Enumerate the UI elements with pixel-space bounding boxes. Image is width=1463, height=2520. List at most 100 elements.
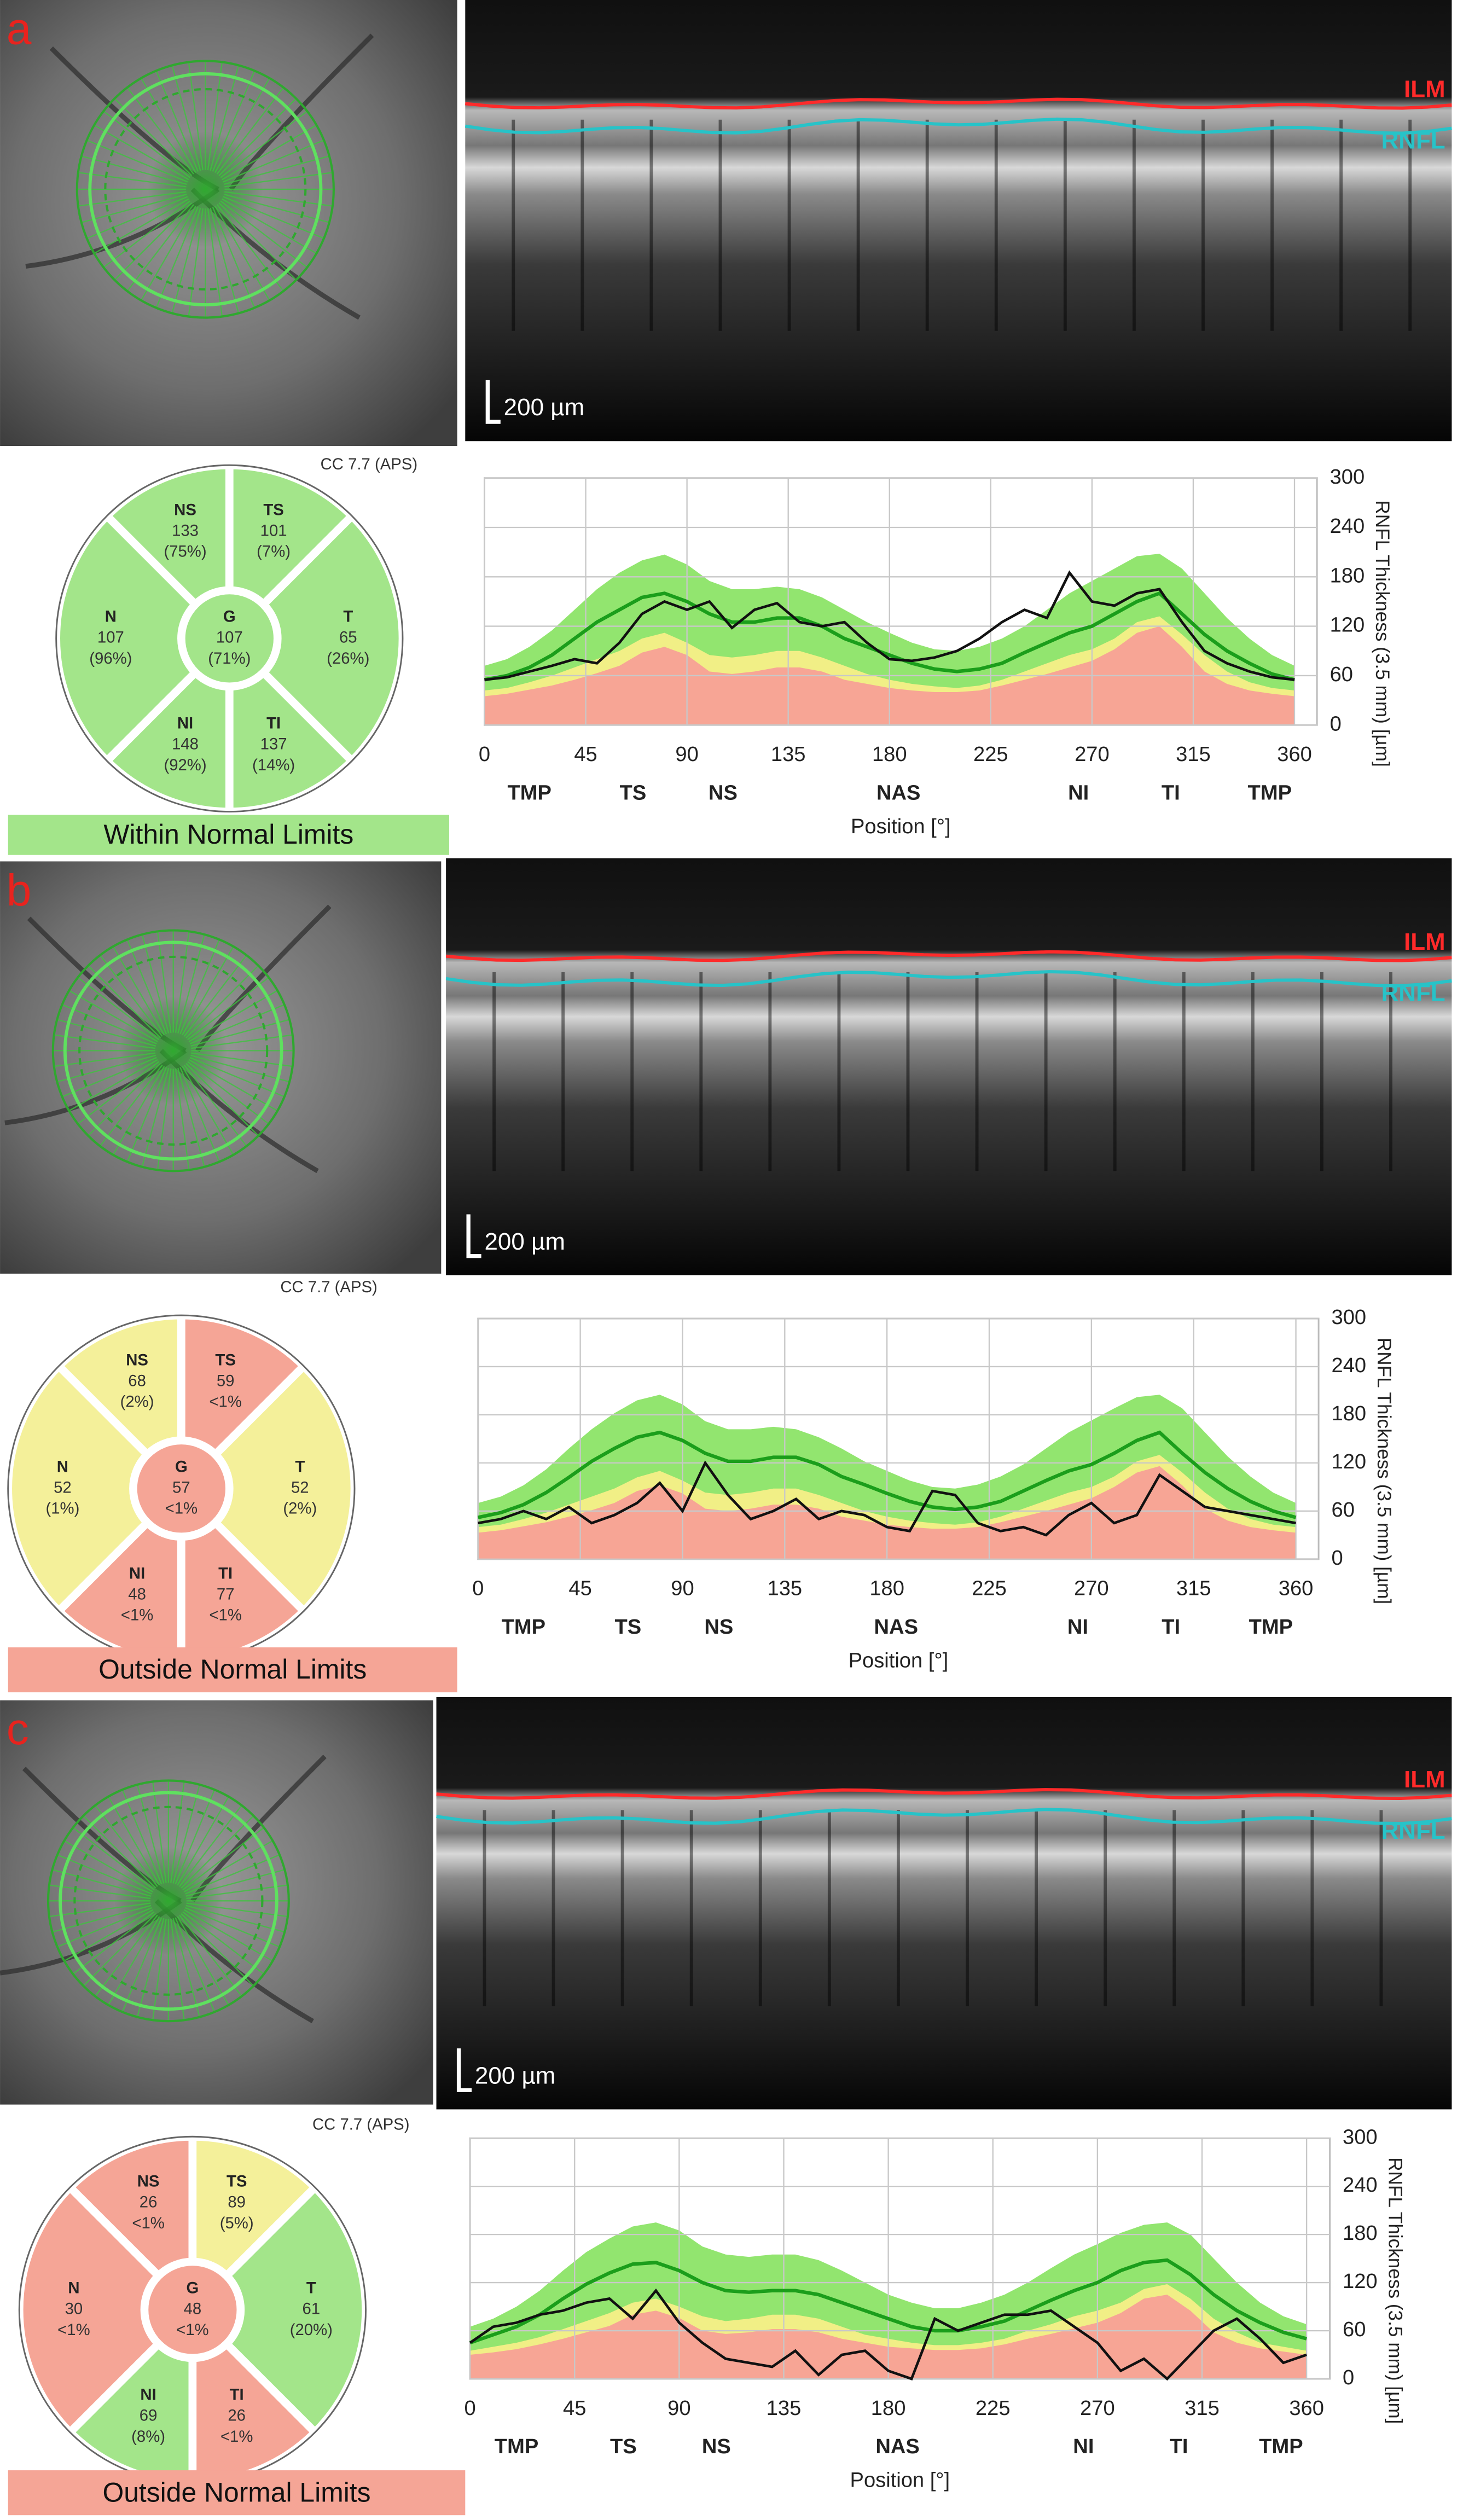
normative-mean-line: [484, 591, 1295, 682]
scan-spoke: [223, 140, 324, 183]
y-tick-label: 180: [1330, 564, 1365, 587]
quality-label: CC 7.7 (APS): [312, 2116, 409, 2134]
scan-spoke: [183, 1064, 247, 1147]
x-tick-label: 135: [767, 2397, 802, 2420]
y-tick-label: 60: [1343, 2318, 1366, 2341]
scan-spoke: [188, 208, 204, 317]
scan-ring: [73, 1805, 264, 1996]
x-tick-label: 135: [768, 1577, 803, 1600]
sector-value: 57: [172, 1479, 190, 1497]
sector-percentile: <1%: [209, 1393, 241, 1411]
sector-position-label: TMP: [495, 2435, 538, 2458]
scan-spoke: [183, 1840, 273, 1892]
scan-ring: [63, 940, 283, 1161]
sector-position-label: TS: [614, 1616, 641, 1639]
scan-spoke: [188, 1059, 278, 1112]
sector-percentile: <1%: [57, 2321, 90, 2339]
rnfl-boundary: [465, 117, 1452, 135]
scan-spoke: [54, 1052, 156, 1067]
sector-name: TI: [266, 715, 281, 733]
sector-value: 52: [291, 1479, 309, 1497]
scan-spoke: [190, 1019, 290, 1047]
scan-spoke: [185, 1869, 285, 1897]
scan-spoke: [114, 202, 193, 281]
x-tick-label: 90: [671, 1577, 694, 1600]
scan-spoke: [179, 1067, 220, 1162]
scan-spoke: [214, 78, 270, 173]
scan-spoke: [170, 1918, 185, 2020]
scan-spoke: [68, 990, 158, 1042]
scan-spoke: [189, 1056, 285, 1098]
sector-name: G: [186, 2279, 199, 2297]
scan-spoke: [52, 1869, 152, 1897]
scan-spoke: [224, 172, 333, 188]
scan-ring: [78, 955, 269, 1146]
sector-percentile: (71%): [208, 649, 251, 667]
scale-bar: [466, 1214, 481, 1258]
panel-label: c: [7, 1704, 29, 1754]
x-tick-label: 45: [563, 2397, 586, 2420]
sector-percentile: (2%): [120, 1393, 154, 1411]
classification-banner: [8, 815, 449, 855]
scale-bar: [456, 2048, 472, 2092]
x-tick-label: 0: [465, 2397, 476, 2420]
sector-value: 107: [216, 629, 243, 647]
sector-position-label: TMP: [1259, 2435, 1303, 2458]
scan-spoke: [179, 1805, 242, 1887]
scan-spoke: [218, 98, 297, 176]
normative-mean-line: [469, 2258, 1307, 2345]
scan-spoke: [126, 87, 194, 175]
scan-spoke: [72, 1827, 155, 1891]
scan-spoke: [86, 196, 188, 239]
scan-spoke: [86, 140, 188, 183]
x-tick-label: 315: [1185, 2397, 1220, 2420]
scan-spoke: [94, 124, 189, 181]
scan-spoke: [224, 155, 330, 185]
scan-spoke: [210, 65, 240, 171]
sector-position-label: TS: [610, 2435, 637, 2458]
scan-spoke: [172, 1918, 200, 2017]
y-tick-label: 0: [1330, 712, 1342, 735]
sector-global: [140, 2257, 245, 2362]
scan-spoke: [88, 1062, 161, 1136]
sector-percentile: (92%): [164, 756, 206, 774]
sector-value: 61: [303, 2300, 321, 2318]
rnfl-label: RNFL: [1381, 127, 1445, 154]
sector-name: NS: [137, 2173, 160, 2191]
scan-spoke: [212, 207, 256, 309]
scan-spoke: [187, 1061, 269, 1125]
scan-spoke: [183, 955, 247, 1037]
scan-spoke: [57, 1854, 152, 1895]
y-tick-label: 0: [1343, 2366, 1354, 2389]
sector-position-label: NAS: [876, 781, 920, 804]
scan-ring: [59, 1791, 278, 2011]
scan-spoke: [52, 1904, 152, 1933]
sector-position-label: TMP: [508, 781, 551, 804]
sector-name: NS: [174, 501, 196, 519]
scan-spoke: [188, 62, 204, 171]
x-tick-label: 225: [973, 743, 1008, 766]
x-tick-label: 180: [869, 1577, 904, 1600]
y-tick-label: 300: [1330, 466, 1365, 489]
scan-spoke: [49, 1902, 151, 1918]
sector-position-label: TMP: [502, 1616, 545, 1639]
y-tick-label: 120: [1330, 614, 1365, 637]
y-tick-label: 120: [1332, 1450, 1367, 1473]
sector-name: N: [68, 2279, 79, 2297]
scan-spoke: [175, 1917, 216, 2012]
scan-spoke: [107, 1916, 160, 2006]
sector-position-label: NI: [1067, 1616, 1088, 1639]
y-tick-label: 240: [1330, 515, 1365, 538]
scan-spoke: [177, 1916, 229, 2006]
y-tick-label: 0: [1332, 1547, 1343, 1570]
scan-spoke: [175, 931, 190, 1033]
scan-spoke: [107, 1796, 160, 1886]
sector-percentile: (75%): [164, 543, 206, 561]
sector-name: NI: [129, 1564, 145, 1582]
sector-position-label: NS: [709, 781, 738, 804]
sector-value: 65: [339, 629, 357, 647]
scan-ring: [47, 1779, 290, 2023]
y-axis-label: RNFL Thickness (3.5 mm) [µm]: [1372, 500, 1393, 767]
sector-value: 26: [228, 2407, 246, 2425]
quality-label: CC 7.7 (APS): [280, 1278, 377, 1296]
